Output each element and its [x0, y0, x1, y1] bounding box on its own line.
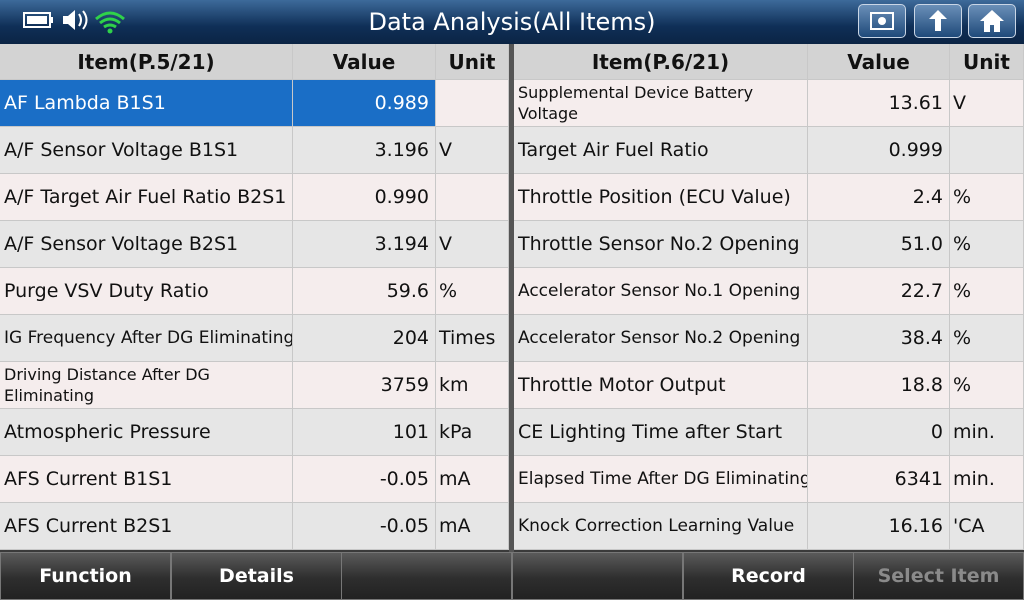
column-header: Item(P.6/21) — [514, 44, 808, 80]
item-unit — [436, 80, 509, 127]
item-unit — [950, 127, 1024, 174]
item-value: 2.4 — [808, 174, 950, 221]
item-unit: min. — [950, 409, 1024, 456]
item-unit: 'CA — [950, 503, 1024, 550]
item-name[interactable]: AF Lambda B1S1 — [0, 80, 293, 127]
item-value: 59.6 — [293, 268, 436, 315]
item-name[interactable]: Throttle Motor Output — [514, 362, 808, 409]
item-name[interactable]: Purge VSV Duty Ratio — [0, 268, 293, 315]
screenshot-icon — [870, 12, 894, 30]
item-value: -0.05 — [293, 456, 436, 503]
toolbar-button[interactable]: Details — [171, 552, 342, 600]
item-value: 22.7 — [808, 268, 950, 315]
screenshot-button[interactable] — [858, 4, 906, 38]
item-value: 3.194 — [293, 221, 436, 268]
item-unit: V — [950, 80, 1024, 127]
item-unit: min. — [950, 456, 1024, 503]
item-name[interactable]: A/F Target Air Fuel Ratio B2S1 — [0, 174, 293, 221]
item-name[interactable]: IG Frequency After DG Eliminating — [0, 315, 293, 362]
item-unit: mA — [436, 503, 509, 550]
item-value: 0 — [808, 409, 950, 456]
item-unit: % — [950, 268, 1024, 315]
item-name[interactable]: Accelerator Sensor No.1 Opening — [514, 268, 808, 315]
item-unit: mA — [436, 456, 509, 503]
item-name[interactable]: Throttle Sensor No.2 Opening — [514, 221, 808, 268]
item-value: 18.8 — [808, 362, 950, 409]
item-value: -0.05 — [293, 503, 436, 550]
item-value: 0.989 — [293, 80, 436, 127]
home-button[interactable] — [968, 4, 1016, 38]
wifi-icon — [95, 11, 125, 29]
item-unit: % — [950, 315, 1024, 362]
item-unit: Times — [436, 315, 509, 362]
item-name[interactable]: AFS Current B2S1 — [0, 503, 293, 550]
item-unit: kPa — [436, 409, 509, 456]
item-unit: V — [436, 127, 509, 174]
column-header: Unit — [950, 44, 1024, 80]
status-icons — [23, 10, 125, 34]
column-header: Item(P.5/21) — [0, 44, 293, 80]
item-value: 0.999 — [808, 127, 950, 174]
item-value: 3759 — [293, 362, 436, 409]
item-name[interactable]: A/F Sensor Voltage B2S1 — [0, 221, 293, 268]
wifi-dot — [107, 28, 113, 34]
item-value: 51.0 — [808, 221, 950, 268]
title: Data Analysis(All Items) — [368, 8, 656, 36]
item-value: 13.61 — [808, 80, 950, 127]
item-name[interactable]: AFS Current B1S1 — [0, 456, 293, 503]
back-icon — [929, 10, 947, 31]
home-icon — [980, 10, 1004, 32]
item-value: 101 — [293, 409, 436, 456]
back-button[interactable] — [914, 4, 962, 38]
item-unit: km — [436, 362, 509, 409]
item-value: 6341 — [808, 456, 950, 503]
item-value: 3.196 — [293, 127, 436, 174]
item-name[interactable]: Throttle Position (ECU Value) — [514, 174, 808, 221]
item-name[interactable]: Target Air Fuel Ratio — [514, 127, 808, 174]
item-name[interactable]: Supplemental Device Battery Voltage — [514, 80, 808, 127]
item-name[interactable]: CE Lighting Time after Start — [514, 409, 808, 456]
item-name[interactable]: Atmospheric Pressure — [0, 409, 293, 456]
item-value: 38.4 — [808, 315, 950, 362]
column-header: Value — [808, 44, 950, 80]
speaker-icon — [63, 10, 75, 30]
item-name[interactable]: Accelerator Sensor No.2 Opening — [514, 315, 808, 362]
item-value: 204 — [293, 315, 436, 362]
item-name[interactable]: Elapsed Time After DG Eliminating — [514, 456, 808, 503]
item-name[interactable]: Driving Distance After DG Eliminating — [0, 362, 293, 409]
speaker-waves — [78, 10, 88, 30]
item-unit: % — [436, 268, 509, 315]
item-unit: % — [950, 174, 1024, 221]
column-header: Unit — [436, 44, 509, 80]
item-unit: V — [436, 221, 509, 268]
top-bar: Data Analysis(All Items) — [0, 0, 1024, 44]
toolbar-button[interactable]: Record — [683, 552, 854, 600]
item-unit: % — [950, 221, 1024, 268]
item-name[interactable]: Knock Correction Learning Value — [514, 503, 808, 550]
item-value: 16.16 — [808, 503, 950, 550]
toolbar-button[interactable] — [512, 552, 683, 600]
item-unit — [436, 174, 509, 221]
item-value: 0.990 — [293, 174, 436, 221]
item-name[interactable]: A/F Sensor Voltage B1S1 — [0, 127, 293, 174]
table-divider — [509, 44, 514, 552]
toolbar-button[interactable] — [341, 552, 512, 600]
toolbar-button[interactable]: Function — [0, 552, 171, 600]
battery-tip — [50, 17, 53, 23]
toolbar-button: Select Item — [853, 552, 1024, 600]
item-unit: % — [950, 362, 1024, 409]
battery-level — [27, 16, 47, 24]
column-header: Value — [293, 44, 436, 80]
